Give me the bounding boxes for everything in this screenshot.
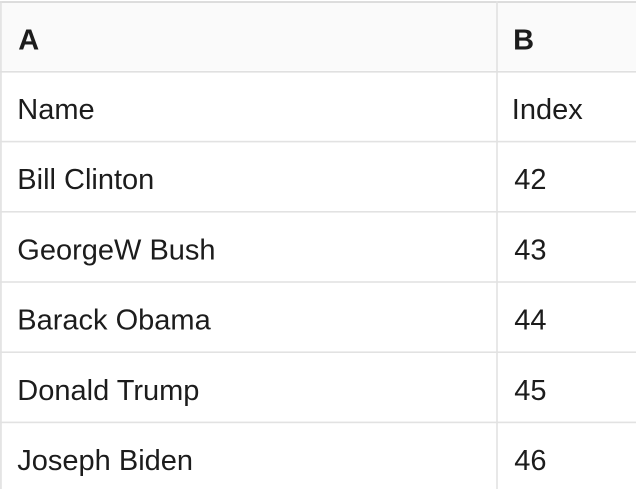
svg-text:Index: Index bbox=[512, 94, 583, 126]
svg-text:42: 42 bbox=[514, 164, 546, 196]
svg-text:B: B bbox=[513, 24, 534, 56]
svg-text:Donald Trump: Donald Trump bbox=[17, 375, 199, 407]
svg-text:Name: Name bbox=[17, 94, 94, 126]
svg-text:45: 45 bbox=[514, 375, 546, 407]
svg-text:Bill Clinton: Bill Clinton bbox=[17, 164, 154, 196]
svg-text:44: 44 bbox=[514, 305, 546, 337]
svg-text:46: 46 bbox=[514, 445, 546, 477]
svg-text:A: A bbox=[18, 24, 39, 56]
svg-text:Joseph Biden: Joseph Biden bbox=[17, 445, 193, 477]
svg-text:GeorgeW Bush: GeorgeW Bush bbox=[17, 234, 215, 266]
svg-text:Barack Obama: Barack Obama bbox=[17, 305, 211, 337]
svg-text:43: 43 bbox=[514, 234, 546, 266]
